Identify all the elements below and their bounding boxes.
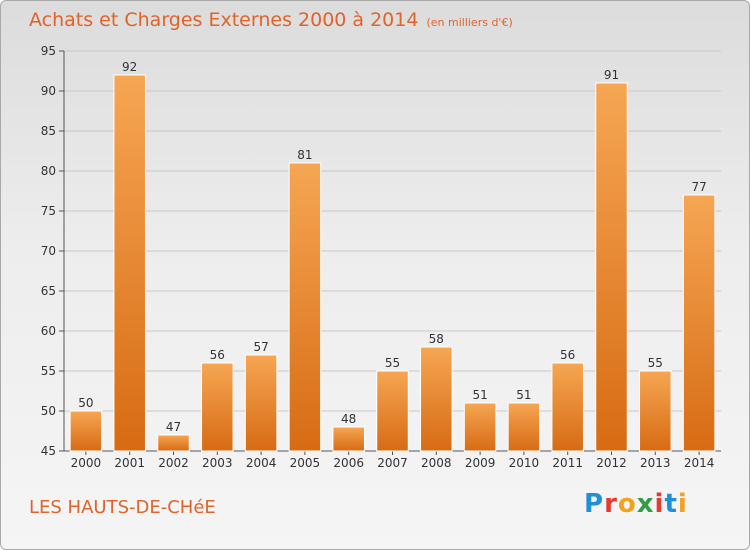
bar <box>463 402 497 452</box>
bar-value-label: 91 <box>604 68 619 82</box>
bar-value-label: 58 <box>429 332 444 346</box>
x-tick-label: 2000 <box>71 456 102 470</box>
bar <box>113 74 146 452</box>
bar-value-label: 51 <box>516 388 531 402</box>
x-tick-label: 2010 <box>509 456 540 470</box>
logo-letter: i <box>677 489 688 519</box>
chart-title: Achats et Charges Externes 2000 à 2014 (e… <box>29 9 513 31</box>
chart-title-text: Achats et Charges Externes 2000 à 2014 <box>29 9 419 31</box>
bar <box>420 346 453 452</box>
x-tick-label: 2002 <box>158 456 189 470</box>
y-tick-label: 55 <box>41 364 56 378</box>
bar-value-label: 47 <box>166 420 181 434</box>
x-tick-label: 2003 <box>202 456 233 470</box>
y-tick-label: 75 <box>41 204 56 218</box>
bar <box>244 354 278 452</box>
y-tick-label: 80 <box>41 164 56 178</box>
bar-value-label: 81 <box>297 148 312 162</box>
bar-value-label: 51 <box>472 388 487 402</box>
bar <box>376 370 409 452</box>
logo-letter: t <box>664 489 678 519</box>
y-tick-label: 65 <box>41 284 56 298</box>
bar <box>201 362 234 452</box>
bar-value-label: 56 <box>560 348 575 362</box>
x-tick-label: 2004 <box>246 456 277 470</box>
x-tick-label: 2013 <box>640 456 671 470</box>
x-tick-label: 2001 <box>114 456 145 470</box>
x-tick-label: 2008 <box>421 456 452 470</box>
bar-value-label: 57 <box>253 340 268 354</box>
bar-value-label: 48 <box>341 412 356 426</box>
chart-unit: (en milliers d'€) <box>426 16 513 29</box>
y-tick-label: 60 <box>41 324 56 338</box>
x-tick-label: 2009 <box>465 456 496 470</box>
y-tick-label: 50 <box>41 404 56 418</box>
bar-value-label: 50 <box>78 396 93 410</box>
proxiti-logo: Proxiti <box>584 489 688 519</box>
bar <box>551 362 584 452</box>
x-tick-label: 2007 <box>377 456 408 470</box>
bar <box>682 194 716 452</box>
bar <box>639 370 672 452</box>
logo-letter: o <box>617 489 637 519</box>
y-tick-label: 90 <box>41 84 56 98</box>
commune-name: LES HAUTS-DE-CHéE <box>29 497 216 518</box>
x-tick-label: 2014 <box>684 456 715 470</box>
logo-letter: x <box>636 489 655 519</box>
logo-letter: i <box>654 489 665 519</box>
bar <box>288 162 322 452</box>
bar <box>595 82 628 452</box>
y-tick-label: 45 <box>41 444 56 458</box>
bar <box>69 410 103 452</box>
bars <box>69 74 716 452</box>
y-tick-label: 85 <box>41 124 56 138</box>
x-tick-label: 2011 <box>552 456 583 470</box>
bar <box>332 426 365 452</box>
y-tick-label: 70 <box>41 244 56 258</box>
x-tick-label: 2005 <box>290 456 321 470</box>
logo-letter: P <box>584 489 605 519</box>
bar <box>507 402 541 452</box>
bar-value-label: 92 <box>122 60 137 74</box>
labels: 45 50 55 60 65 70 75 80 85 90 95 50 2000 92 2001 47 2002… <box>41 44 715 470</box>
x-tick-label: 2006 <box>333 456 364 470</box>
bar-value-label: 55 <box>385 356 400 370</box>
logo-letter: r <box>604 489 618 519</box>
bar-value-label: 77 <box>691 180 706 194</box>
x-tick-label: 2012 <box>596 456 627 470</box>
y-tick-label: 95 <box>41 44 56 58</box>
bar <box>157 434 190 452</box>
bar-value-label: 56 <box>210 348 225 362</box>
bar-value-label: 55 <box>648 356 663 370</box>
